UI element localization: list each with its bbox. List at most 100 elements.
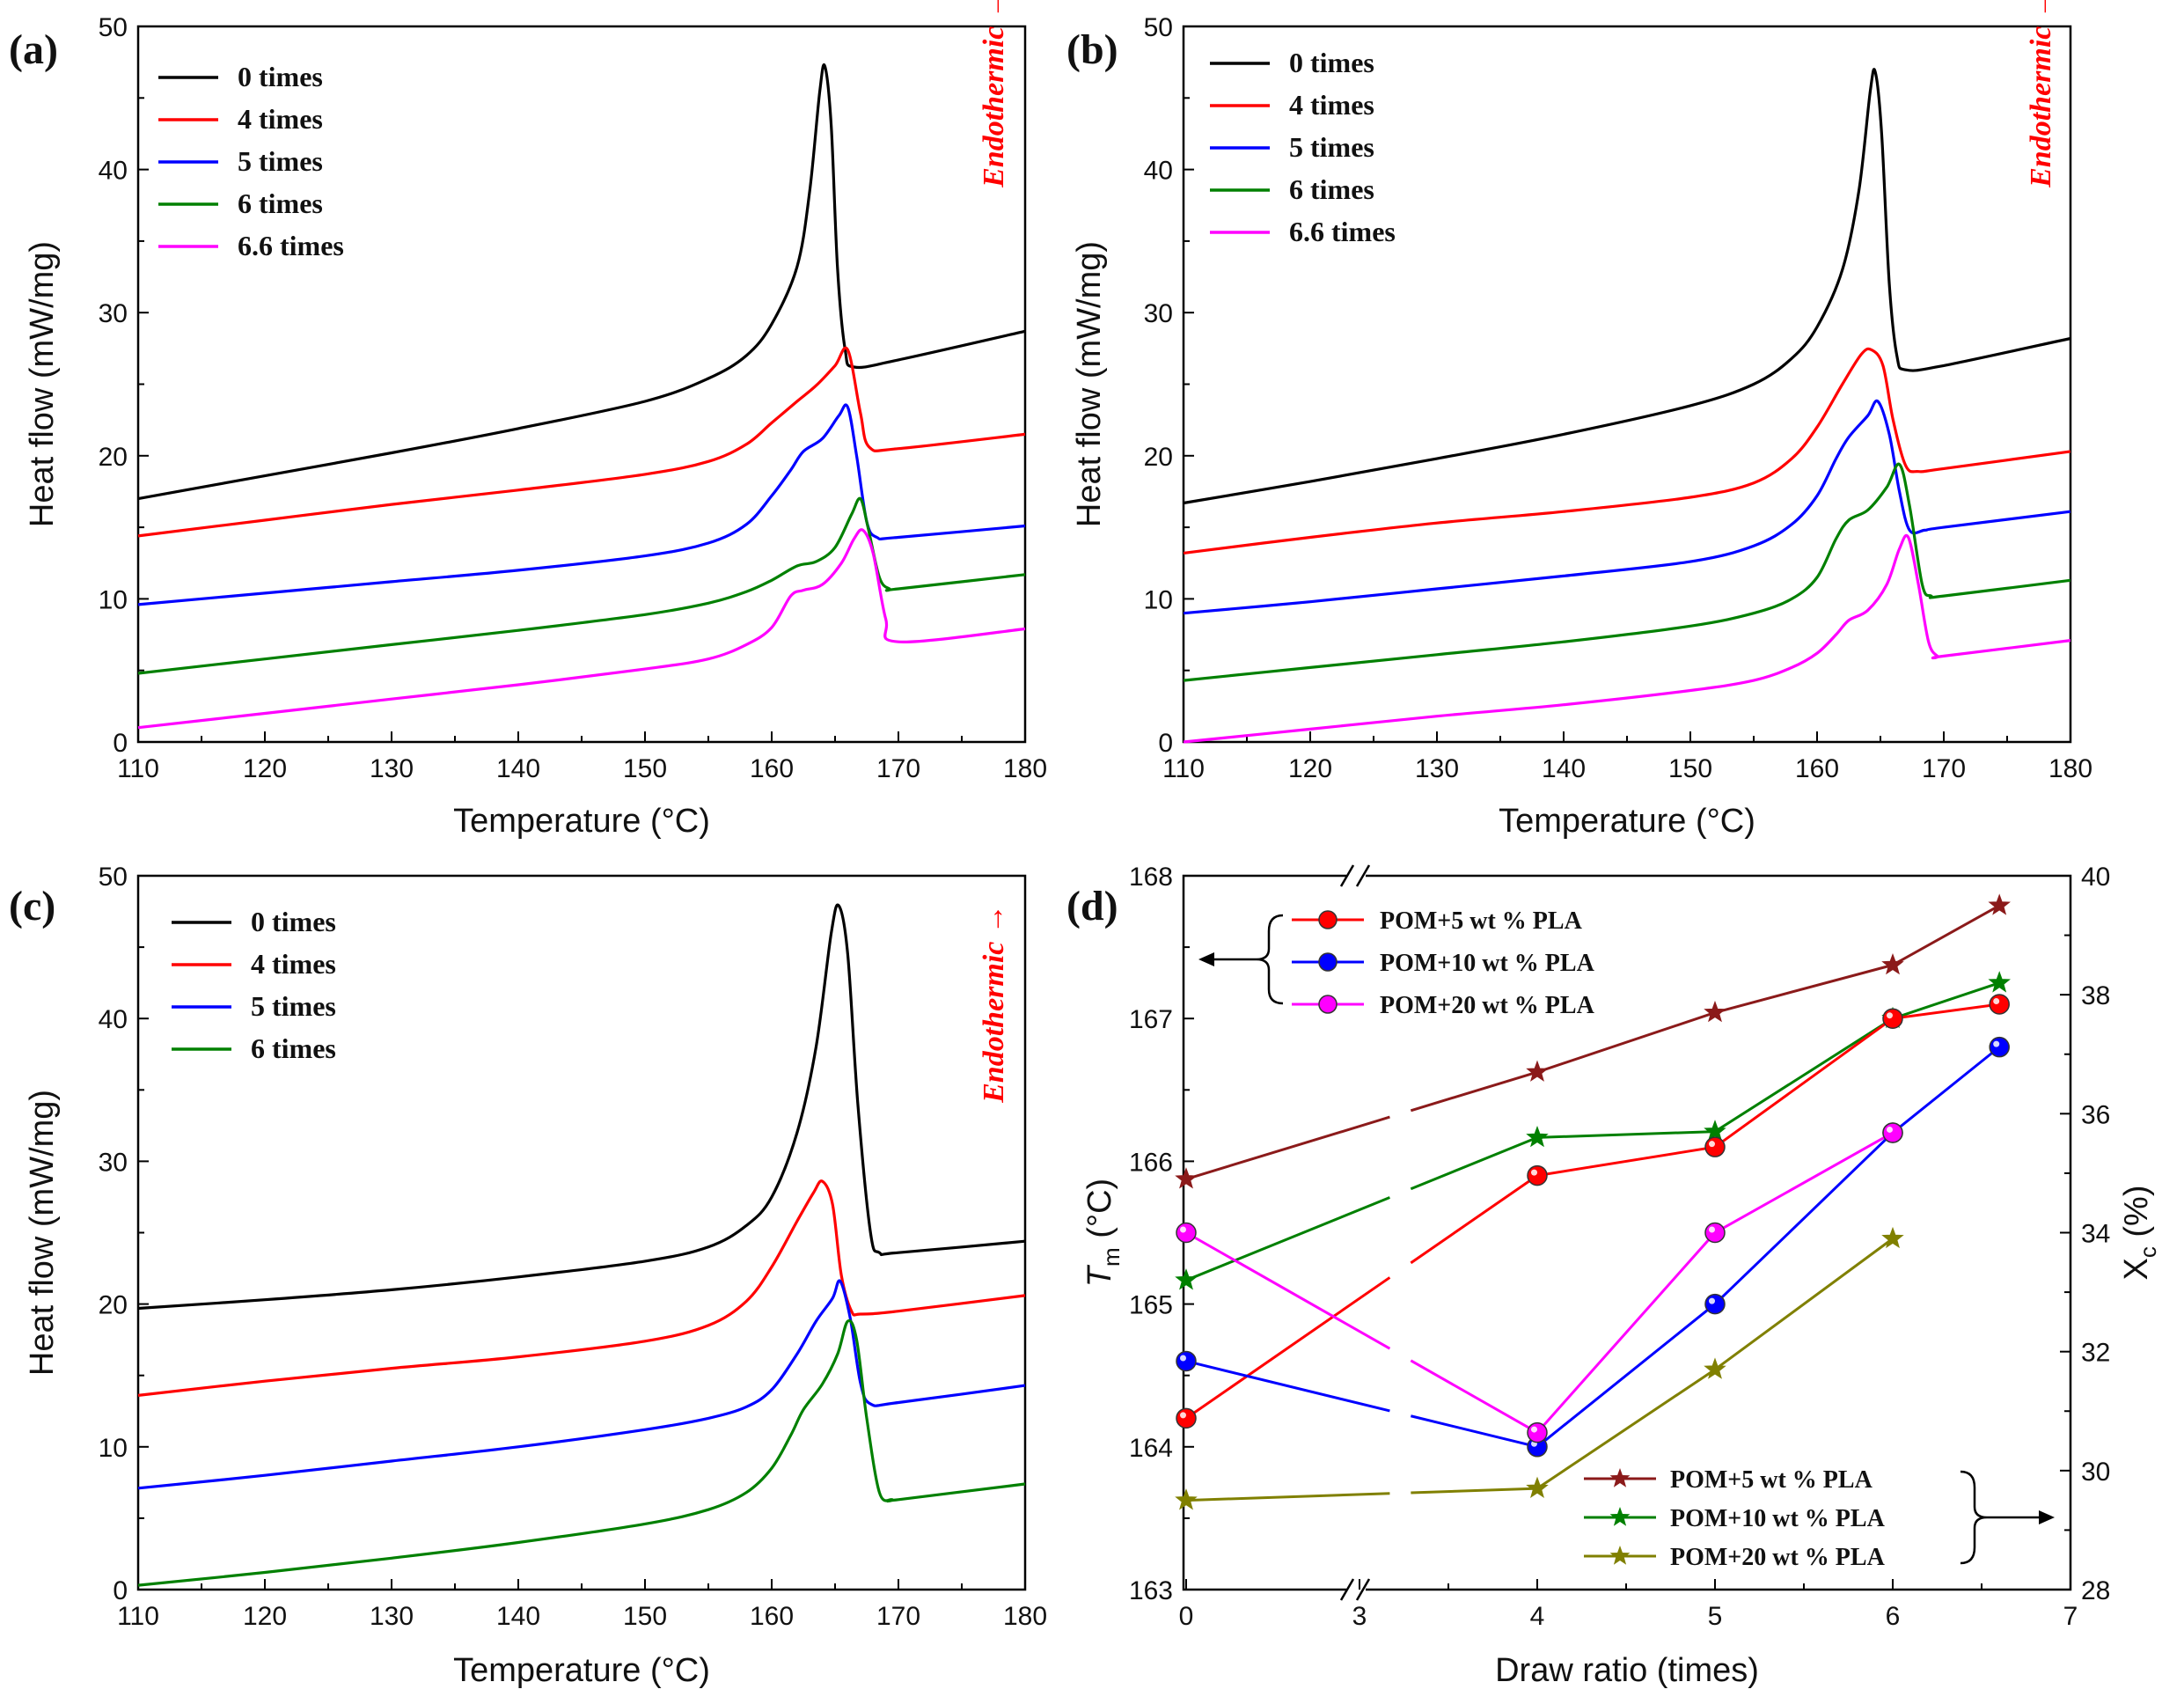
series-line	[137, 1318, 1026, 1587]
series-segment	[1410, 1174, 1538, 1265]
x-tick-label: 160	[1795, 754, 1839, 783]
y-right-tick-label: 34	[2081, 1220, 2110, 1249]
series-segment	[1714, 963, 1894, 1014]
star-marker	[1704, 1000, 1726, 1023]
ball-marker	[1704, 1222, 1726, 1244]
ball-marker-highlight	[1180, 1355, 1186, 1362]
ball-marker-highlight	[1887, 1012, 1893, 1019]
series-segment	[1410, 1070, 1538, 1113]
x-tick-label: 110	[1162, 754, 1205, 783]
x-tick-label: 140	[1542, 754, 1586, 783]
x-tick-label: 130	[370, 1602, 414, 1631]
panel-a: 110 120 130 140 150 160 170 180 0 10 20 30 40 50 0 tim…	[9, 0, 1047, 840]
x-tick-label: 150	[623, 1602, 667, 1631]
series-segment	[1536, 1368, 1716, 1490]
ball-marker	[1882, 1008, 1903, 1029]
y-right-tick-label: 30	[2081, 1458, 2110, 1487]
legend-label: 5 times	[251, 990, 336, 1022]
series-segment	[1536, 1011, 1716, 1074]
series-line	[1183, 347, 2071, 555]
x-tick-label: 150	[1668, 754, 1712, 783]
star-marker	[1175, 1167, 1198, 1189]
legend-marker	[1609, 1546, 1631, 1565]
ball-marker	[1704, 1293, 1726, 1315]
series-segment	[1536, 1145, 1716, 1178]
legend-label: 4 times	[1289, 89, 1374, 121]
y-axis-label: Heat flow (mW/mg)	[24, 241, 61, 527]
series-line	[1183, 462, 2071, 682]
star-marker	[1175, 1268, 1198, 1290]
y-tick-label: 40	[99, 157, 128, 186]
y-left-tick-label: 166	[1129, 1148, 1173, 1177]
x-tick-label: 180	[2048, 754, 2092, 783]
y-tick-label: 20	[99, 1291, 128, 1320]
series-segment	[1185, 1492, 1390, 1502]
series-segment	[1714, 1017, 1894, 1149]
star-marker	[1881, 1226, 1904, 1249]
x-tick-label: 140	[496, 1602, 540, 1631]
x-tick-label: 130	[1415, 754, 1459, 783]
ball-marker	[1989, 1036, 2010, 1058]
ball-marker-highlight	[1531, 1426, 1537, 1433]
y-tick-label: 50	[99, 863, 128, 892]
panel-label: (b)	[1066, 26, 1118, 73]
series-segment	[1185, 1196, 1390, 1282]
series-segment	[1714, 1131, 1894, 1234]
endothermic-annotation: Endothermic →	[2025, 0, 2057, 188]
y-right-tick-label: 32	[2081, 1339, 2110, 1368]
legend-label: 6.6 times	[238, 230, 344, 261]
legend-marker	[1318, 952, 1338, 972]
series-segment	[1411, 1414, 1538, 1449]
ball-marker-highlight	[1709, 1141, 1715, 1148]
x-tick-label: 120	[1288, 754, 1332, 783]
series-line	[137, 528, 1026, 730]
x-tick-label: 4	[1530, 1602, 1545, 1631]
series-segment	[1713, 1131, 1895, 1305]
series-segment	[1410, 1359, 1538, 1434]
plot-frame	[1182, 874, 2072, 1591]
x-tick-label: 170	[876, 1602, 920, 1631]
legend-label: 6 times	[238, 187, 323, 219]
x-tick-label: 120	[243, 1602, 287, 1631]
x-tick-label: 5	[1708, 1602, 1723, 1631]
legend-label: 4 times	[238, 103, 323, 135]
y-tick-label: 30	[1144, 299, 1173, 328]
series-line	[137, 1179, 1026, 1397]
y-tick-label: 40	[1144, 157, 1173, 186]
legend-label: 0 times	[251, 906, 336, 937]
ball-marker	[1527, 1164, 1548, 1186]
endothermic-annotation: Endothermic →	[978, 0, 1010, 188]
legend-marker	[1318, 995, 1338, 1014]
ball-marker	[1176, 1222, 1197, 1244]
series-segment	[1536, 1130, 1716, 1139]
star-marker	[1988, 971, 2011, 993]
ball-marker-highlight	[1887, 1126, 1893, 1133]
series-segment	[1411, 1487, 1538, 1495]
x-axis-label: Temperature (°C)	[1499, 803, 1755, 840]
y-tick-label: 0	[1158, 729, 1173, 758]
x-tick-label: 120	[243, 754, 287, 783]
series-segment	[1714, 1017, 1894, 1133]
legend-label: POM+5 wt % PLA	[1670, 1466, 1873, 1494]
y-tick-label: 30	[99, 299, 128, 328]
star-marker	[1526, 1125, 1549, 1148]
legend-marker	[1609, 1468, 1631, 1487]
axis-break-mark	[1339, 864, 1355, 887]
legend-marker	[1609, 1507, 1631, 1526]
series-line	[137, 346, 1026, 538]
y-right-tick-label: 38	[2081, 981, 2110, 1010]
axis-break-mark	[1355, 1578, 1371, 1601]
y-left-axis-label: Tm (°C)	[1081, 1179, 1125, 1287]
series-segment	[1714, 1238, 1894, 1371]
series-segment	[1892, 1003, 2000, 1020]
x-tick-label: 110	[117, 1602, 159, 1631]
y-axis-label: Heat flow (mW/mg)	[1071, 241, 1108, 527]
endothermic-annotation: Endothermic →	[978, 904, 1010, 1104]
x-axis-label: Temperature (°C)	[453, 1652, 710, 1689]
series-segment	[1892, 904, 2000, 966]
y-tick-label: 10	[99, 1434, 128, 1463]
series-line	[137, 496, 1026, 675]
series-line	[1183, 399, 2071, 615]
x-tick-label: 170	[1922, 754, 1966, 783]
